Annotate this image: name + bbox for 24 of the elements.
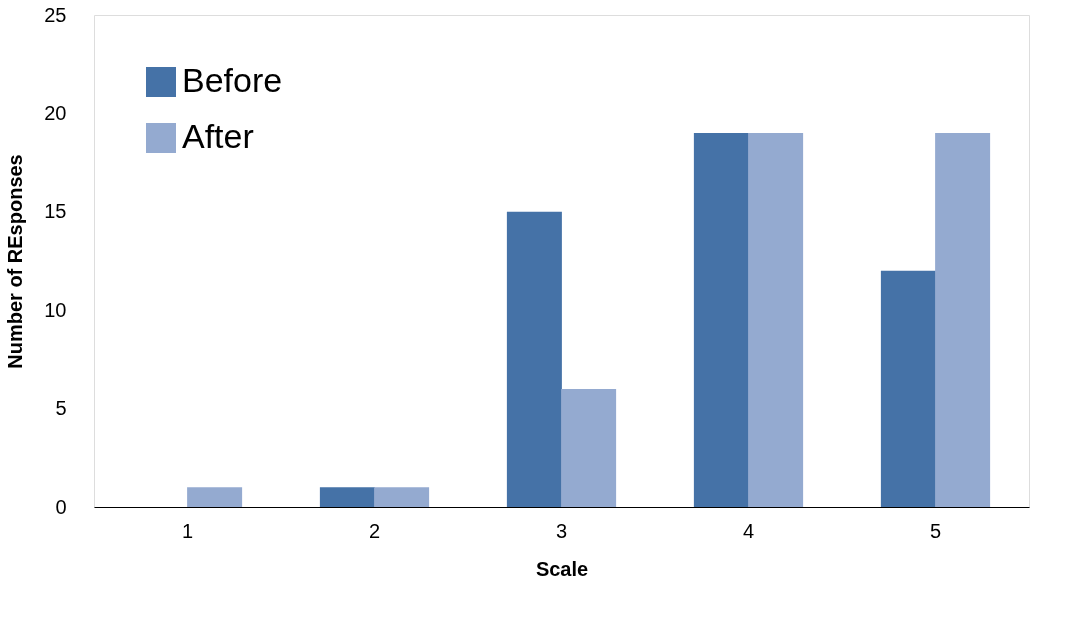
bar <box>506 211 562 507</box>
bar <box>319 487 375 507</box>
y-tick-label: 0 <box>55 495 67 518</box>
y-axis-title: Number of REsponses <box>4 154 27 369</box>
legend-label: After <box>182 117 254 155</box>
bar <box>561 388 617 507</box>
x-tick-label: 4 <box>742 519 755 542</box>
bar <box>880 270 936 507</box>
x-tick-label: 3 <box>555 519 568 542</box>
x-tick-label: 5 <box>929 519 942 542</box>
x-tick-label: 2 <box>368 519 381 542</box>
y-tick-label: 15 <box>44 200 67 223</box>
y-tick-label: 5 <box>55 397 67 420</box>
y-tick-label: 20 <box>44 101 67 124</box>
x-tick-label: 1 <box>181 519 194 542</box>
x-axis-title: Scale <box>535 557 589 580</box>
bar <box>187 487 243 507</box>
y-tick-label: 10 <box>44 298 67 321</box>
bar <box>935 133 991 507</box>
bar <box>748 133 804 507</box>
bar <box>693 133 749 507</box>
y-tick-label: 25 <box>44 3 67 26</box>
legend-label: Before <box>182 61 283 99</box>
bar <box>374 487 430 507</box>
